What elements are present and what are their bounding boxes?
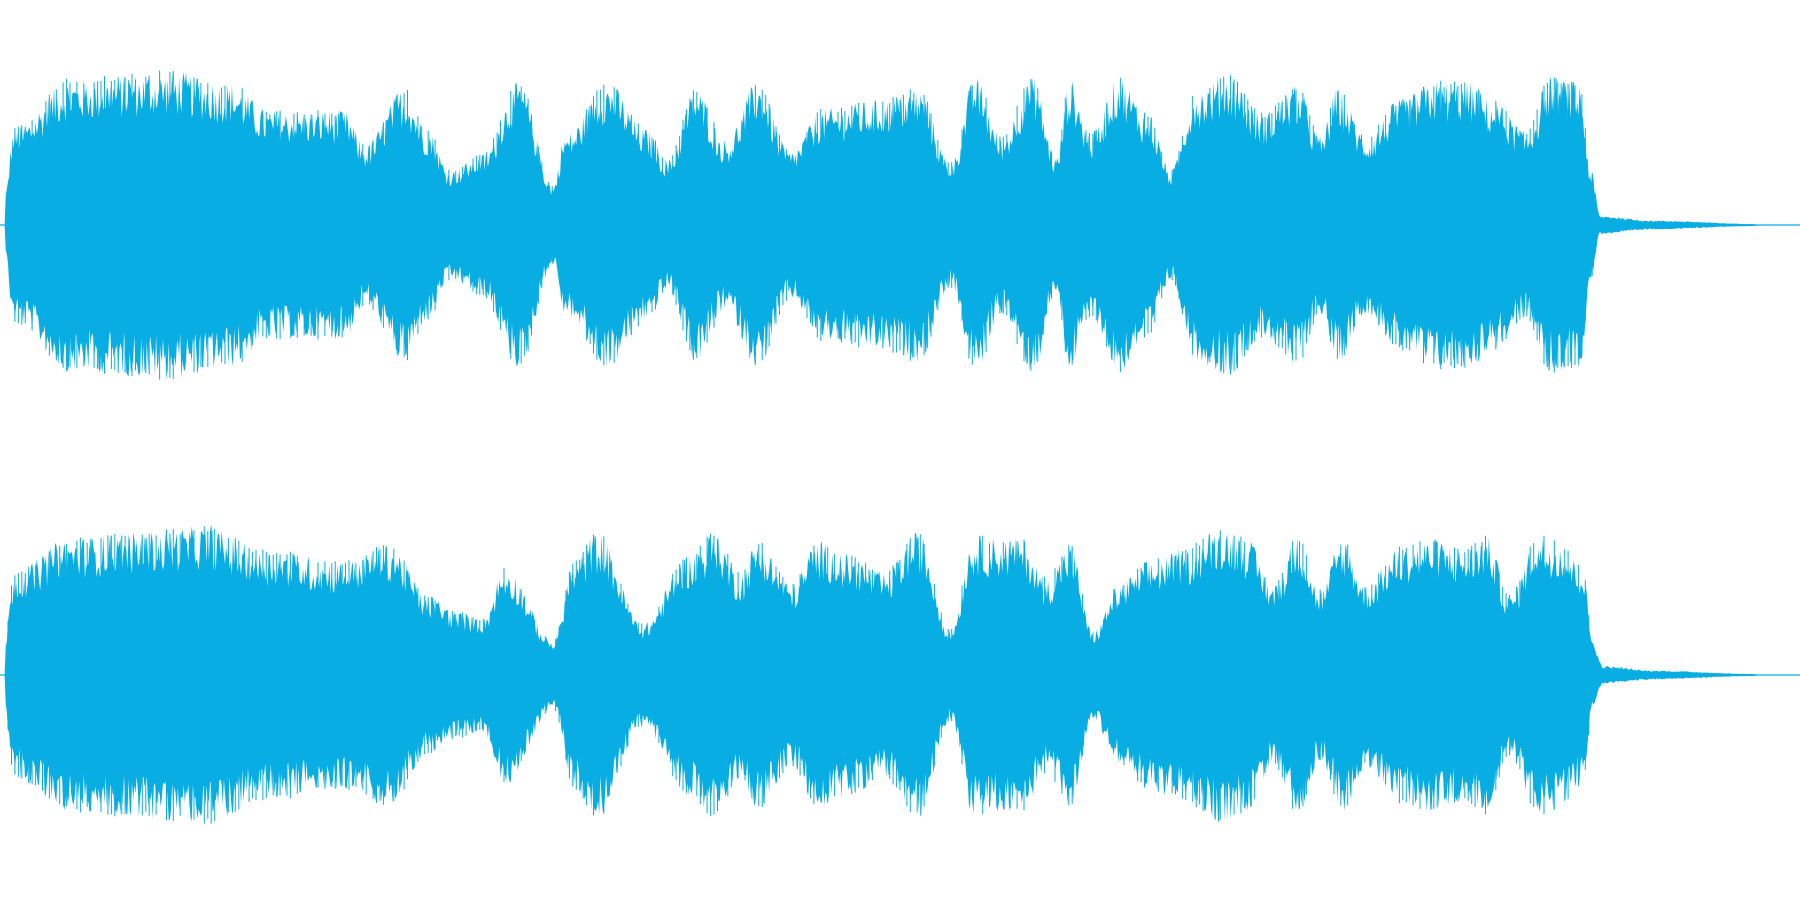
waveform-spikes bbox=[7, 526, 1590, 824]
waveform-spikes bbox=[14, 70, 1593, 380]
